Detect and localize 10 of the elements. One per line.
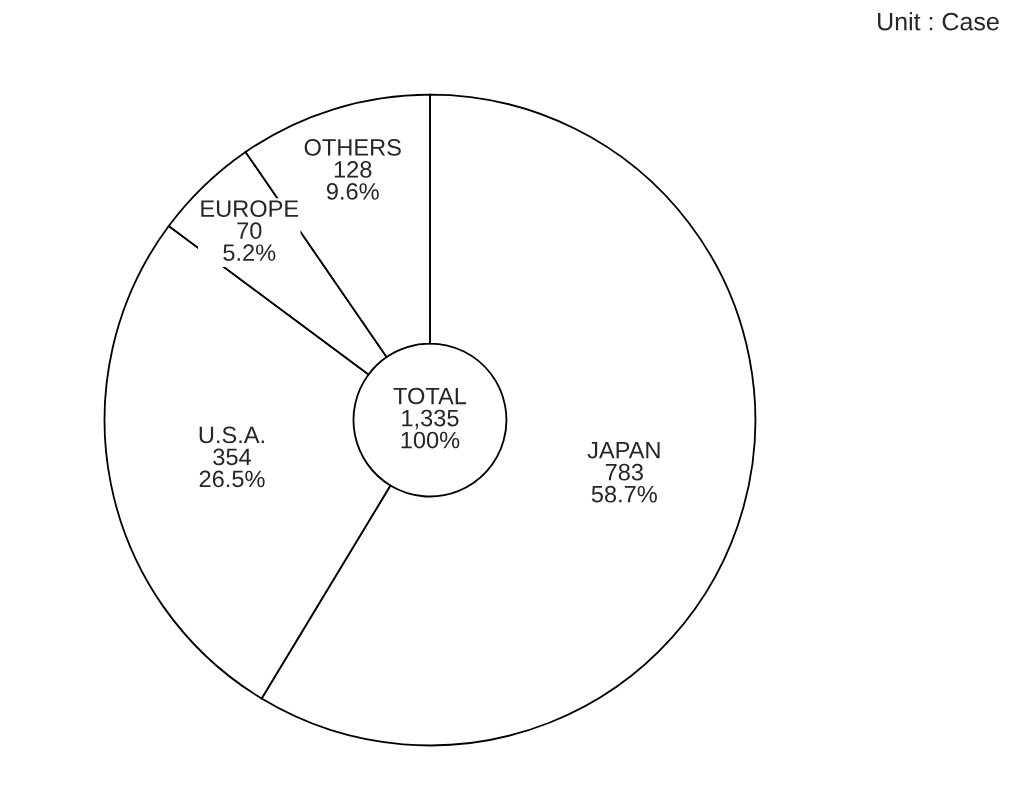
slice-label: U.S.A. xyxy=(199,426,264,444)
data-label: 354 26.5% xyxy=(199,448,265,488)
text: Unit : Case xyxy=(878,12,999,31)
slice-label: EUROPE xyxy=(201,200,299,217)
data-label: 128 9.6% xyxy=(326,161,379,200)
data-label: 70 5.2% xyxy=(223,222,276,261)
slice-label: JAPAN xyxy=(587,442,660,459)
slice-label: OTHERS xyxy=(304,139,401,156)
text: TOTAL 1,335 100% xyxy=(393,387,467,449)
data-label: 783 58.7% xyxy=(591,463,657,503)
